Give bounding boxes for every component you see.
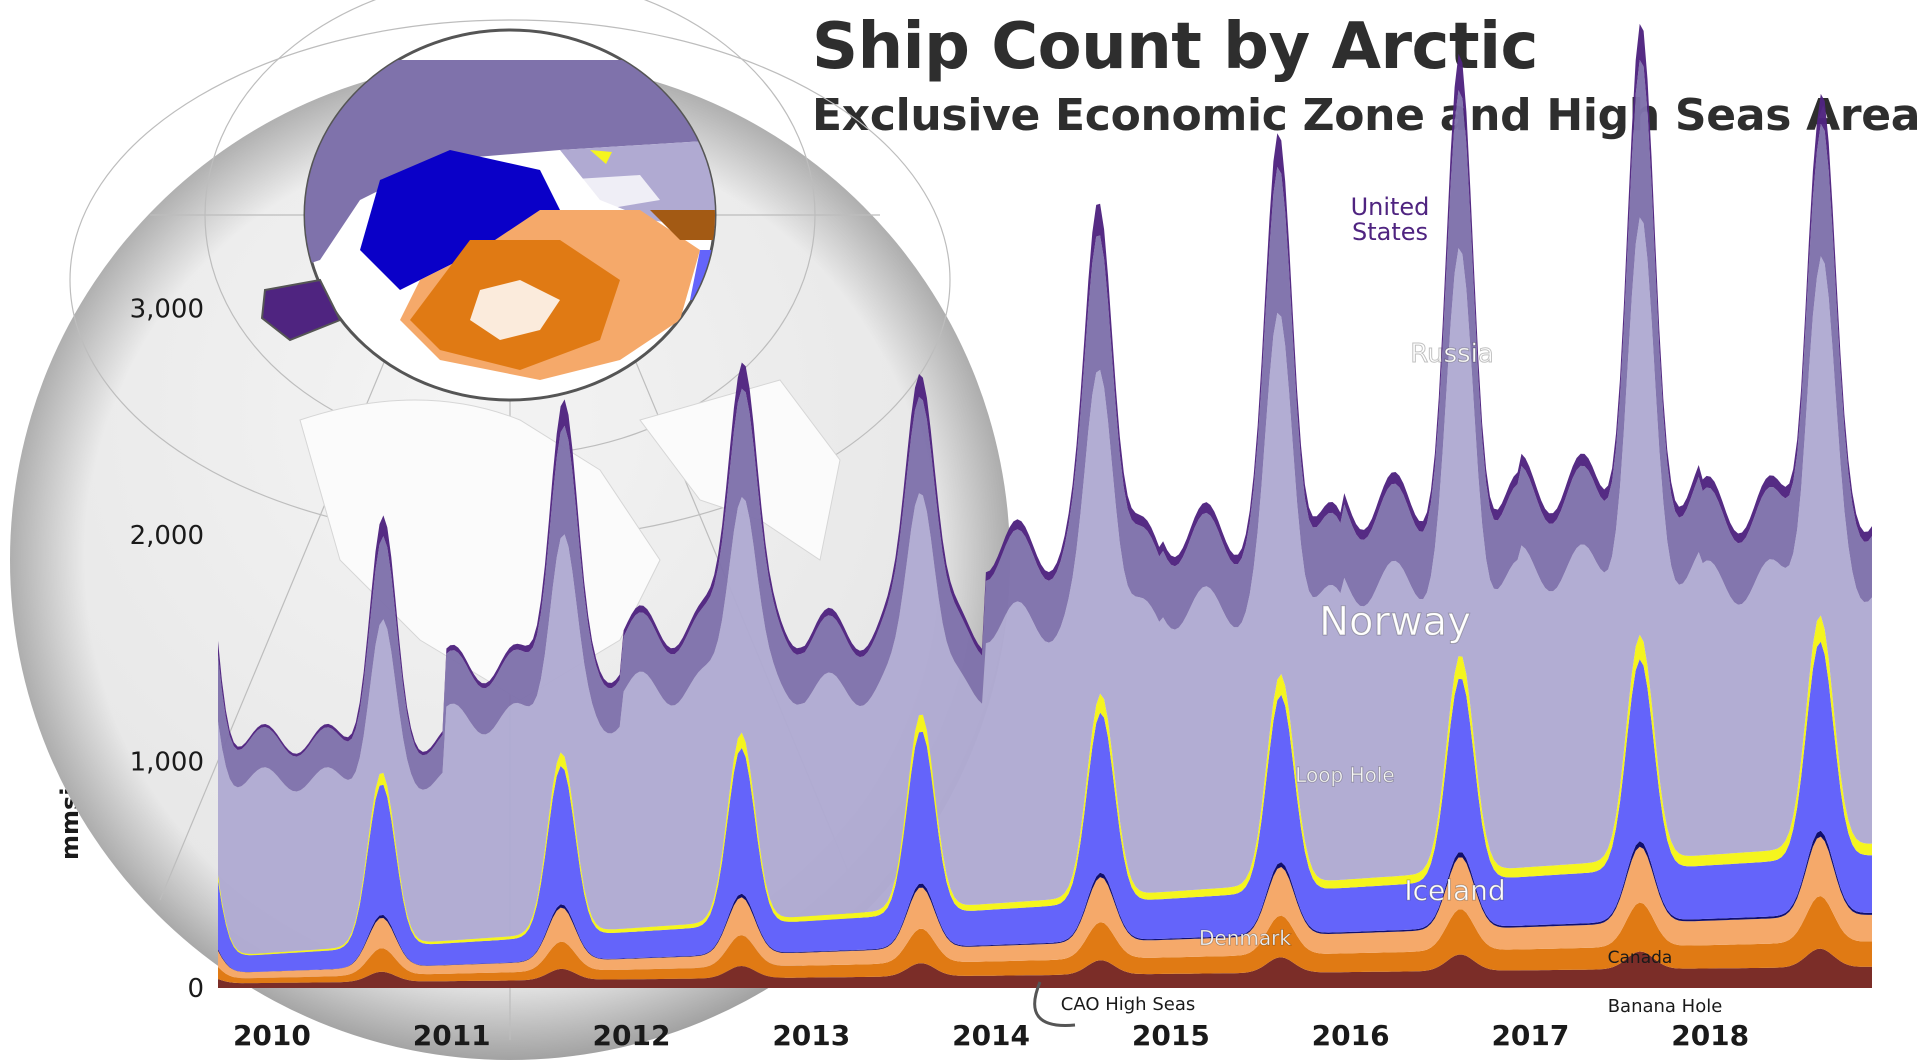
stacked-areas bbox=[218, 23, 1872, 988]
series-labels: United States Russia Norway Loop Hole Iceland… bbox=[1033, 193, 1723, 1027]
label-loop-hole: Loop Hole bbox=[1295, 763, 1394, 787]
x-tick-label: 2018 bbox=[1671, 1019, 1749, 1052]
arctic-inset-map bbox=[260, 28, 717, 402]
label-russia: Russia bbox=[1410, 339, 1494, 369]
area-canada bbox=[218, 896, 1872, 984]
chart-subtitle: Exclusive Economic Zone and High Seas Ar… bbox=[812, 90, 1920, 141]
x-tick-label: 2017 bbox=[1491, 1019, 1569, 1052]
area-denmark bbox=[218, 836, 1872, 979]
label-united-states: United States bbox=[1351, 193, 1430, 246]
label-cao-high-seas: CAO High Seas bbox=[1061, 994, 1195, 1015]
y-axis: 0 1,000 2,000 3,000 bbox=[130, 295, 204, 1004]
cao-pointer bbox=[1033, 981, 1076, 1027]
x-tick-label: 2010 bbox=[233, 1019, 311, 1052]
label-norway: Norway bbox=[1319, 599, 1471, 645]
y-tick-label: 3,000 bbox=[130, 295, 204, 325]
area-banana-hole bbox=[218, 948, 1872, 988]
label-banana-hole: Banana Hole bbox=[1608, 996, 1723, 1017]
x-axis: 2010 2011 2012 2013 2014 2015 2016 2017 2018 bbox=[233, 1019, 1749, 1052]
x-tick-label: 2016 bbox=[1312, 1019, 1390, 1052]
y-tick-label: 0 bbox=[187, 974, 204, 1004]
area-iceland bbox=[218, 641, 1872, 972]
x-tick-label: 2015 bbox=[1132, 1019, 1210, 1052]
x-tick-label: 2012 bbox=[593, 1019, 671, 1052]
label-iceland: Iceland bbox=[1404, 874, 1505, 907]
area-norway bbox=[218, 217, 1872, 954]
y-tick-label: 2,000 bbox=[130, 521, 204, 551]
y-tick-label: 1,000 bbox=[130, 748, 204, 778]
x-tick-label: 2014 bbox=[952, 1019, 1030, 1052]
x-tick-label: 2011 bbox=[413, 1019, 491, 1052]
label-denmark: Denmark bbox=[1199, 926, 1291, 950]
area-russia bbox=[218, 59, 1872, 792]
label-canada: Canada bbox=[1608, 948, 1673, 968]
area-cao-high-seas bbox=[218, 830, 1872, 973]
chart-title: Ship Count by Arctic bbox=[812, 10, 1538, 84]
x-tick-label: 2013 bbox=[772, 1019, 850, 1052]
